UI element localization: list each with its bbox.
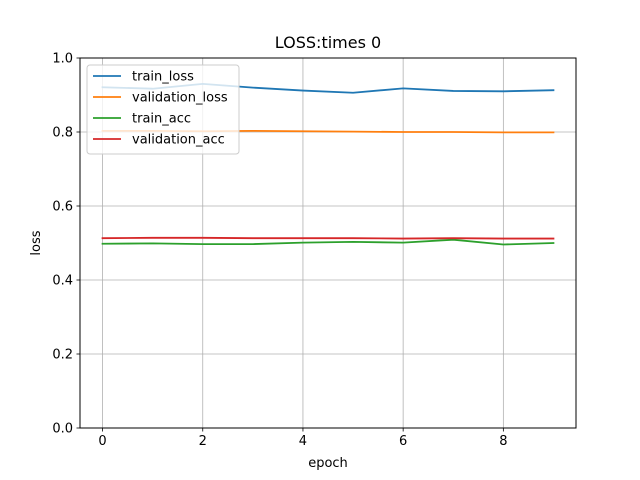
y-tick-label: 0.8 <box>52 126 73 141</box>
y-tick-label: 0.6 <box>52 200 73 215</box>
legend-label-validation-loss: validation_loss <box>132 91 228 106</box>
legend-label-train-acc: train_acc <box>132 112 191 127</box>
plot-area-frame <box>79 57 577 429</box>
y-tick-label: 0.4 <box>52 274 73 289</box>
x-tick-label: 6 <box>399 434 407 449</box>
y-tick-label: 1.0 <box>52 52 73 67</box>
x-tick-label: 4 <box>299 434 307 449</box>
axis-ticks: 0 2 4 6 8 0.0 0.2 0.4 0.6 0.8 1.0 <box>52 52 507 450</box>
series-line-train-acc <box>101 238 555 246</box>
x-tick-label: 2 <box>199 434 207 449</box>
y-axis-label: loss <box>29 230 44 255</box>
series-lines <box>101 83 555 246</box>
x-tick-label: 8 <box>499 434 507 449</box>
y-tick-label: 0.2 <box>52 348 73 363</box>
legend-label-train-loss: train_loss <box>132 70 194 85</box>
chart-title: LOSS:times 0 <box>275 33 381 52</box>
x-tick-label: 0 <box>98 434 106 449</box>
x-axis-label: epoch <box>308 456 348 471</box>
legend: train_loss validation_loss train_accvalida… <box>86 64 240 155</box>
legend-label-validation-acc: validation_acc <box>132 133 225 148</box>
series-line-validation-acc <box>101 236 555 240</box>
legend-box <box>86 64 240 155</box>
y-tick-label: 0.0 <box>52 422 73 437</box>
